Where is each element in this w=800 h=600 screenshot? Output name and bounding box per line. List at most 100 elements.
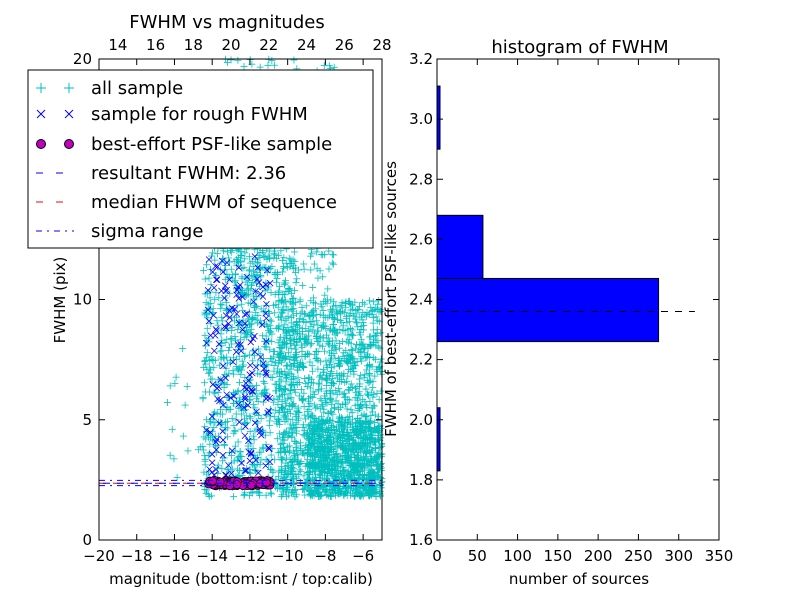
plus-point <box>271 406 279 414</box>
plus-point <box>214 250 222 258</box>
plus-point <box>251 462 259 470</box>
plus-point <box>246 412 254 420</box>
plus-point <box>257 414 265 422</box>
plus-point <box>221 276 229 284</box>
plus-point <box>278 398 286 406</box>
y-tick-label: 2.0 <box>409 411 433 429</box>
plus-point <box>279 263 287 271</box>
plus-point <box>241 330 249 338</box>
plus-point <box>267 328 275 336</box>
plus-point <box>240 361 248 369</box>
plus-point <box>241 353 249 361</box>
plus-point <box>207 353 215 361</box>
plus-point <box>233 456 241 464</box>
plus-point <box>241 249 249 257</box>
plus-point <box>274 303 282 311</box>
plus-point <box>207 281 215 289</box>
y-tick-label: 1.6 <box>409 531 433 549</box>
plus-point <box>206 449 214 457</box>
plus-point <box>249 489 257 497</box>
circle-point <box>246 480 256 490</box>
plus-point <box>234 387 242 395</box>
plus-point <box>209 357 217 365</box>
plus-point <box>250 352 258 360</box>
plus-point <box>285 286 293 294</box>
plus-point <box>201 388 209 396</box>
plus-point <box>282 362 290 370</box>
plus-point <box>296 315 304 323</box>
plus-point <box>235 352 243 360</box>
plus-point <box>268 357 276 365</box>
plus-point <box>221 294 229 302</box>
plus-point <box>300 389 308 397</box>
plus-point <box>218 301 226 309</box>
plus-point <box>240 333 248 341</box>
plus-point <box>253 408 261 416</box>
plus-point <box>224 433 232 441</box>
plus-point <box>222 306 230 314</box>
plus-point <box>207 375 215 383</box>
plus-point <box>274 313 282 321</box>
plus-point <box>219 354 227 362</box>
plus-point <box>252 395 260 403</box>
plus-point <box>270 362 278 370</box>
y-tick-label: 10 <box>73 291 92 309</box>
x-tick-label: −16 <box>159 547 191 565</box>
plus-point <box>230 457 238 465</box>
plus-point <box>282 471 290 479</box>
plus-point <box>276 282 284 290</box>
plus-point <box>246 321 254 329</box>
plus-point <box>282 259 290 267</box>
plus-point <box>291 385 299 393</box>
plus-point <box>207 433 215 441</box>
plus-point <box>262 302 270 310</box>
plus-point <box>262 385 270 393</box>
y-tick-label: 2.4 <box>409 291 433 309</box>
plus-point <box>352 307 360 315</box>
legend-label: sample for rough FWHM <box>91 104 308 125</box>
y-tick-label: 3.0 <box>409 110 433 128</box>
plus-point <box>216 300 224 308</box>
plus-point <box>206 440 214 448</box>
plus-point <box>226 405 234 413</box>
plus-point <box>201 423 209 431</box>
plus-point <box>284 433 292 441</box>
plus-point <box>236 378 244 386</box>
plus-point <box>277 376 285 384</box>
plus-point <box>280 436 288 444</box>
plus-point <box>262 491 270 499</box>
plus-point <box>262 455 270 463</box>
plus-point <box>201 455 209 463</box>
plus-point <box>236 394 244 402</box>
plus-point <box>266 346 274 354</box>
plus-point <box>228 414 236 422</box>
plus-point <box>274 415 282 423</box>
plus-point <box>229 370 237 378</box>
x-tick-label: −8 <box>314 547 336 565</box>
histogram-bar <box>436 277 660 343</box>
plus-point <box>258 390 266 398</box>
plus-point <box>230 493 238 501</box>
plus-point <box>234 438 242 446</box>
plus-point <box>231 427 239 435</box>
plus-point <box>263 366 271 374</box>
plus-point <box>249 432 257 440</box>
plus-point <box>268 263 276 271</box>
plus-point <box>237 300 245 308</box>
top-tick-label: 14 <box>108 36 127 54</box>
plus-point <box>257 305 265 313</box>
plus-point <box>266 355 274 363</box>
plus-point <box>262 343 270 351</box>
plus-point <box>218 410 226 418</box>
plus-point <box>237 425 245 433</box>
plus-point <box>238 366 246 374</box>
plus-point <box>202 489 210 497</box>
x-tick-label: −10 <box>272 547 304 565</box>
plus-point <box>221 339 229 347</box>
histogram-bar <box>436 214 484 279</box>
plus-point <box>212 271 220 279</box>
plus-point <box>232 362 240 370</box>
plus-point <box>264 361 272 369</box>
plus-point <box>218 258 226 266</box>
plus-point <box>217 330 225 338</box>
